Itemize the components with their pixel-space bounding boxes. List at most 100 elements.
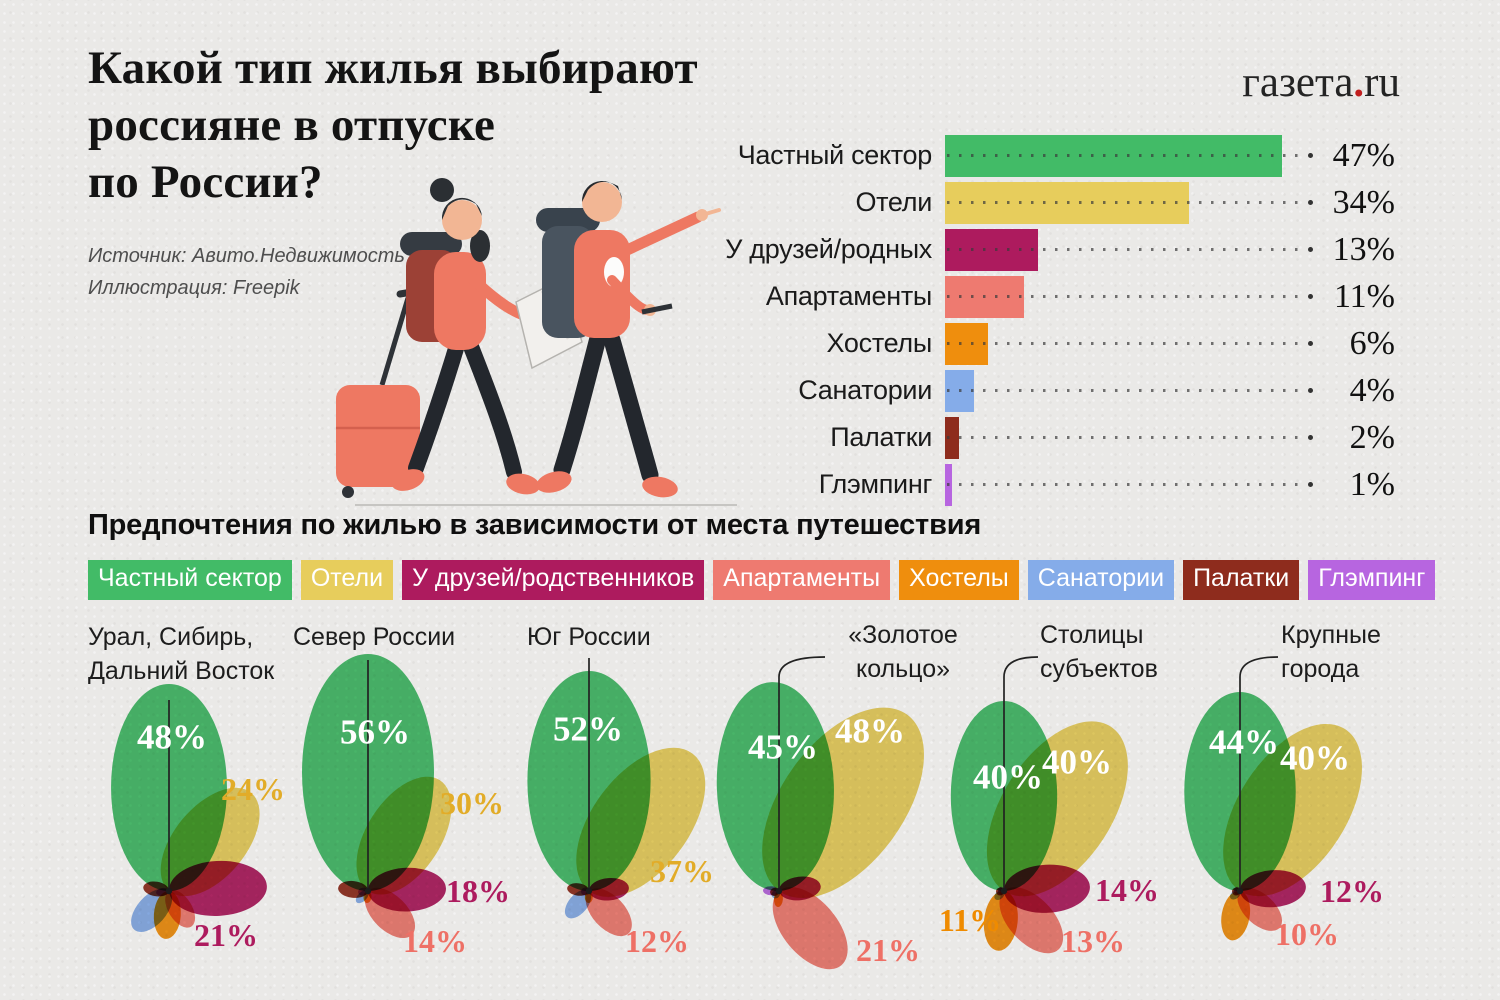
bar-row: Частный сектор 47% bbox=[600, 132, 1410, 179]
petal-chart-region-4: 40% 40% 14% 13% 11% bbox=[939, 656, 1159, 959]
leader-end-dot bbox=[1308, 247, 1313, 252]
leader-end-dot bbox=[1308, 482, 1313, 487]
petal-chart-region-0: 48% 24% 21% bbox=[111, 684, 285, 953]
bar-row: Санатории 4% bbox=[600, 367, 1410, 414]
bar-row: У друзей/родных 13% bbox=[600, 226, 1410, 273]
dotted-leader-line bbox=[947, 389, 1299, 392]
region-title-line: Урал, Сибирь, bbox=[88, 623, 254, 651]
petal-value-label: 11% bbox=[939, 902, 1001, 938]
petal-yellow bbox=[986, 721, 1128, 897]
region-title-line: Столицы bbox=[1040, 621, 1144, 649]
bar-track bbox=[945, 367, 1313, 414]
legend-chip-blue: Санатории bbox=[1027, 560, 1175, 600]
petal-blue bbox=[131, 888, 173, 932]
region-title-3: «Золотое кольцо» bbox=[828, 618, 978, 686]
bar-track bbox=[945, 414, 1313, 461]
petal-value-label: 45% bbox=[748, 728, 818, 767]
region-title-0: Урал, Сибирь, Дальний Восток bbox=[88, 620, 303, 688]
petal-magenta bbox=[168, 860, 267, 916]
petal-blue bbox=[564, 889, 592, 919]
petal-value-label: 13% bbox=[1061, 923, 1125, 959]
petal-yellow bbox=[1223, 723, 1362, 897]
page-title-line: Какой тип жилья выбирают bbox=[88, 42, 698, 94]
petal-orange bbox=[1221, 890, 1251, 941]
petal-value-label: 21% bbox=[856, 932, 920, 968]
bar-value-label: 4% bbox=[1349, 371, 1395, 409]
region-title-line: Юг России bbox=[527, 623, 651, 651]
bar-category-label: Частный сектор bbox=[737, 140, 933, 170]
bar-category-label: Хостелы bbox=[826, 328, 933, 358]
petal-value-label: 40% bbox=[1042, 743, 1112, 782]
dotted-leader-line bbox=[947, 154, 1299, 157]
flower-base-dot bbox=[775, 887, 783, 895]
bar-category-label: Апартаменты bbox=[765, 281, 932, 311]
petal-salmon bbox=[1237, 887, 1283, 931]
man-traveler bbox=[536, 180, 721, 498]
source-line: Источник: Авито.Недвижимость bbox=[88, 245, 405, 267]
petal-yellow bbox=[356, 776, 452, 895]
bar-track bbox=[945, 461, 1313, 508]
petal-value-label: 56% bbox=[340, 713, 410, 752]
petal-purple bbox=[156, 887, 170, 896]
bar-value-label: 6% bbox=[1349, 324, 1395, 362]
legend-chip-salmon: Апартаменты bbox=[713, 560, 891, 600]
region-title-5: Крупные города bbox=[1281, 618, 1431, 686]
title-leader-line bbox=[1239, 656, 1279, 894]
petal-value-label: 21% bbox=[194, 917, 258, 953]
petal-salmon bbox=[364, 887, 416, 939]
bar-category-label: Глэмпинг bbox=[818, 469, 933, 499]
petal-value-label: 24% bbox=[221, 771, 285, 807]
bar-track bbox=[945, 179, 1313, 226]
legend: Частный сектор Отели У друзей/родственнико… bbox=[88, 560, 1436, 600]
petal-yellow bbox=[762, 707, 924, 899]
bar-value-label: 47% bbox=[1332, 136, 1395, 174]
petal-value-label: 12% bbox=[625, 923, 689, 959]
petal-value-label: 14% bbox=[403, 923, 467, 959]
petal-chart-region-2: 52% 37% 12% bbox=[527, 658, 714, 959]
page-title-line: россияне в отпуске bbox=[88, 99, 496, 151]
region-title-line: «Золотое bbox=[848, 621, 958, 649]
logo-name: газета bbox=[1242, 59, 1354, 106]
bar-value-label: 2% bbox=[1349, 418, 1395, 456]
region-title-line: субъектов bbox=[1040, 655, 1158, 683]
bar-row: Палатки 2% bbox=[600, 414, 1410, 461]
petal-value-label: 14% bbox=[1095, 872, 1159, 908]
bar-track bbox=[945, 132, 1313, 179]
petal-orange bbox=[983, 890, 1018, 951]
region-title-line: города bbox=[1281, 655, 1360, 683]
region-petal-charts: 48%24%21%56%30%18%14%52%37%12%45% 48%21%4… bbox=[111, 654, 1384, 970]
legend-chip-purple: Глэмпинг bbox=[1308, 560, 1436, 600]
ground-line bbox=[355, 504, 737, 506]
region-title-line: Крупные bbox=[1281, 621, 1381, 649]
petal-value-label: 40% bbox=[1280, 739, 1350, 778]
region-title-line: кольцо» bbox=[855, 655, 951, 683]
petal-value-label: 48% bbox=[835, 712, 905, 751]
bar-value-label: 34% bbox=[1332, 183, 1395, 221]
legend-chip-yellow: Отели bbox=[300, 560, 394, 600]
flower-base-dot bbox=[585, 887, 593, 895]
petal-yellow bbox=[576, 747, 706, 897]
petal-chart-region-5: 44% 40% 12% 10% bbox=[1184, 656, 1384, 952]
housing-type-bar-chart: Частный сектор 47% Отели 34% У друзей/родных… bbox=[600, 132, 1410, 508]
bar-track bbox=[945, 273, 1313, 320]
dotted-leader-line bbox=[947, 342, 1299, 345]
page-title: Какой тип жилья выбирают россияне в отпу… bbox=[88, 40, 828, 211]
flower-base-dot bbox=[1000, 887, 1008, 895]
petal-value-label: 12% bbox=[1320, 873, 1384, 909]
petal-salmon bbox=[772, 887, 848, 970]
bar-track bbox=[945, 226, 1313, 273]
petal-value-label: 44% bbox=[1209, 723, 1279, 762]
title-leader-line bbox=[778, 656, 826, 894]
flower-base-dot bbox=[1236, 887, 1244, 895]
dotted-leader-line bbox=[947, 436, 1299, 439]
petal-value-label: 37% bbox=[650, 853, 714, 889]
bar-value-label: 11% bbox=[1333, 277, 1395, 315]
legend-chip-green: Частный сектор bbox=[88, 560, 292, 600]
dotted-leader-line bbox=[947, 295, 1299, 298]
bar-row: Апартаменты 11% bbox=[600, 273, 1410, 320]
section-title: Предпочтения по жилью в зависимости от м… bbox=[88, 509, 982, 541]
bar-row: Хостелы 6% bbox=[600, 320, 1410, 367]
dotted-leader-line bbox=[947, 483, 1299, 486]
bar-track bbox=[945, 320, 1313, 367]
